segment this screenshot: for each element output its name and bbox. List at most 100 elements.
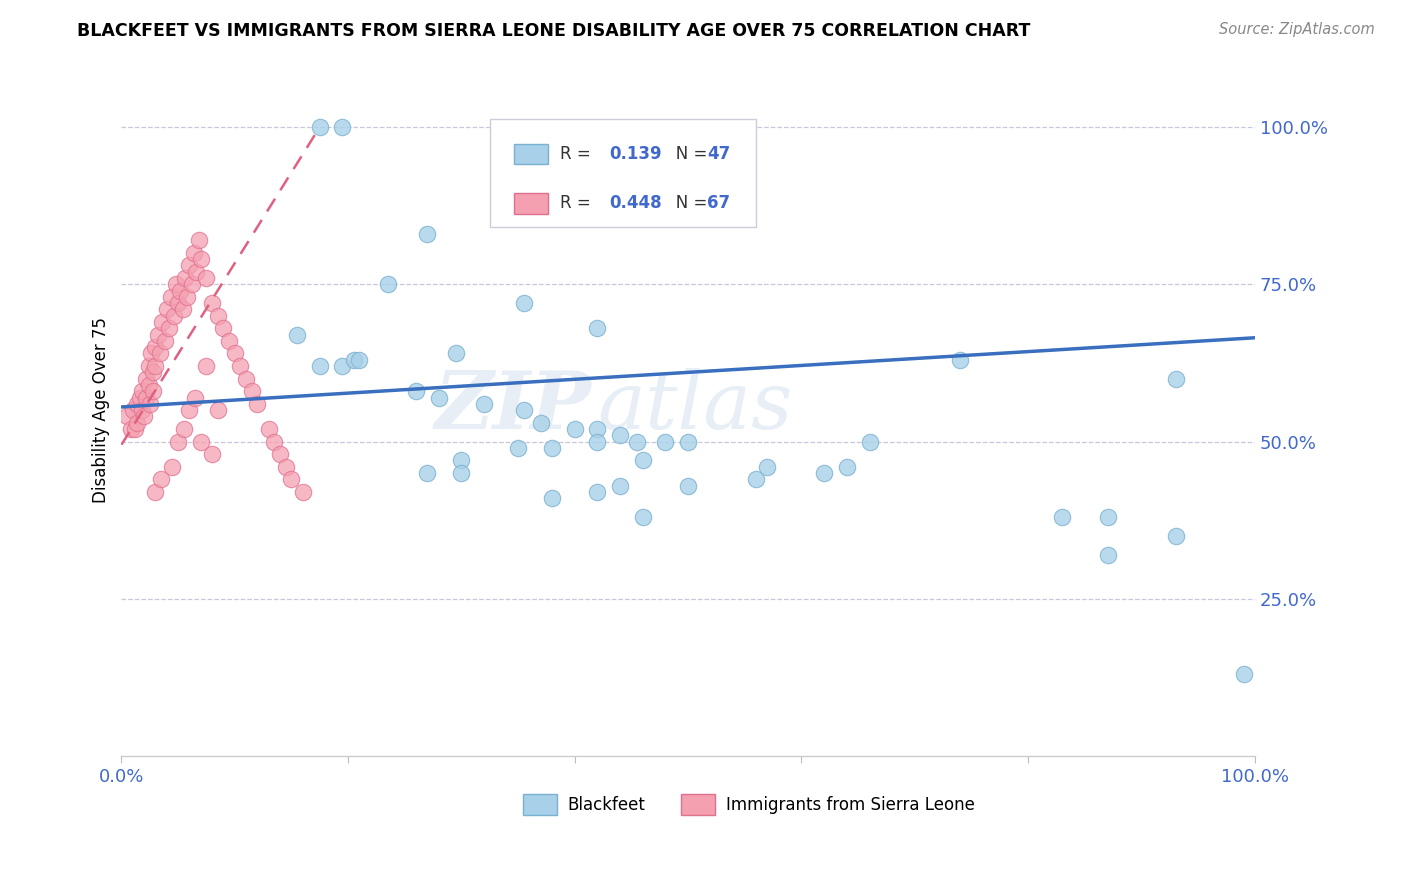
Point: [156, 302, 179, 317]
Point: [145, 359, 167, 373]
Point: [332, 359, 354, 373]
Point: [416, 227, 439, 241]
Point: [128, 391, 150, 405]
Point: [187, 233, 209, 247]
Point: [756, 459, 779, 474]
Point: [631, 453, 654, 467]
Point: [124, 422, 146, 436]
FancyBboxPatch shape: [513, 144, 547, 164]
Point: [229, 359, 252, 373]
Point: [274, 459, 297, 474]
Point: [308, 120, 330, 134]
Point: [186, 265, 208, 279]
Point: [626, 434, 648, 449]
Point: [609, 478, 631, 492]
Point: [160, 290, 183, 304]
Text: N =: N =: [659, 194, 713, 212]
Point: [179, 403, 201, 417]
Text: atlas: atlas: [598, 368, 793, 445]
Text: 67: 67: [707, 194, 731, 212]
Text: 0.139: 0.139: [609, 145, 661, 163]
Point: [201, 296, 224, 310]
Point: [218, 334, 240, 348]
Point: [212, 321, 235, 335]
Point: [745, 472, 768, 486]
Point: [224, 346, 246, 360]
Point: [835, 459, 858, 474]
Point: [127, 397, 149, 411]
Point: [609, 428, 631, 442]
Point: [150, 472, 173, 486]
Point: [291, 484, 314, 499]
Point: [153, 334, 176, 348]
Point: [174, 271, 197, 285]
Point: [513, 403, 536, 417]
Text: R =: R =: [560, 194, 596, 212]
Point: [176, 290, 198, 304]
Point: [150, 315, 173, 329]
Point: [138, 359, 160, 373]
Point: [416, 466, 439, 480]
Point: [195, 271, 218, 285]
Text: BLACKFEET VS IMMIGRANTS FROM SIERRA LEONE DISABILITY AGE OVER 75 CORRELATION CHA: BLACKFEET VS IMMIGRANTS FROM SIERRA LEON…: [77, 22, 1031, 40]
Point: [180, 277, 202, 292]
FancyBboxPatch shape: [682, 794, 716, 815]
Point: [190, 252, 212, 266]
Point: [179, 259, 201, 273]
Point: [173, 422, 195, 436]
Point: [162, 309, 184, 323]
Point: [162, 459, 184, 474]
Point: [444, 346, 467, 360]
Text: Source: ZipAtlas.com: Source: ZipAtlas.com: [1219, 22, 1375, 37]
Point: [257, 422, 280, 436]
Text: 47: 47: [707, 145, 731, 163]
Point: [541, 491, 564, 506]
Point: [142, 365, 165, 379]
Point: [586, 321, 609, 335]
Point: [564, 422, 586, 436]
Text: R =: R =: [560, 145, 596, 163]
Point: [138, 378, 160, 392]
Point: [135, 372, 157, 386]
Point: [165, 277, 187, 292]
Text: ZIP: ZIP: [434, 368, 592, 445]
Point: [949, 352, 972, 367]
Point: [472, 397, 495, 411]
Point: [513, 296, 536, 310]
Point: [115, 409, 138, 424]
Point: [145, 340, 167, 354]
Point: [169, 284, 191, 298]
Point: [121, 403, 143, 417]
Point: [377, 277, 399, 292]
Text: Blackfeet: Blackfeet: [567, 796, 645, 814]
Point: [450, 453, 472, 467]
Point: [172, 302, 194, 317]
Point: [586, 434, 609, 449]
Point: [450, 466, 472, 480]
Point: [195, 359, 218, 373]
Point: [240, 384, 263, 399]
Point: [142, 384, 165, 399]
Point: [349, 352, 371, 367]
Point: [858, 434, 880, 449]
Point: [235, 372, 257, 386]
Point: [246, 397, 269, 411]
Point: [405, 384, 427, 399]
Point: [149, 346, 172, 360]
Point: [167, 296, 190, 310]
Point: [120, 422, 142, 436]
Point: [586, 484, 609, 499]
Point: [427, 391, 450, 405]
Text: 0.448: 0.448: [609, 194, 661, 212]
Point: [1232, 667, 1254, 681]
Point: [139, 346, 162, 360]
Y-axis label: Disability Age Over 75: Disability Age Over 75: [93, 318, 110, 503]
FancyBboxPatch shape: [489, 120, 756, 227]
Point: [1164, 529, 1187, 543]
Point: [207, 403, 229, 417]
Point: [676, 434, 699, 449]
Point: [676, 478, 699, 492]
Point: [190, 434, 212, 449]
Point: [1164, 372, 1187, 386]
Point: [131, 384, 153, 399]
